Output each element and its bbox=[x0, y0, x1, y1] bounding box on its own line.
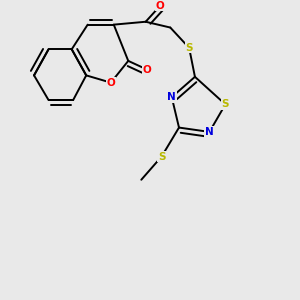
Text: N: N bbox=[205, 127, 214, 137]
Text: S: S bbox=[222, 99, 229, 110]
Text: S: S bbox=[158, 152, 165, 162]
Text: S: S bbox=[185, 43, 193, 53]
Text: O: O bbox=[106, 78, 115, 88]
Text: O: O bbox=[156, 1, 164, 11]
Text: N: N bbox=[167, 92, 176, 102]
Text: O: O bbox=[143, 64, 152, 75]
